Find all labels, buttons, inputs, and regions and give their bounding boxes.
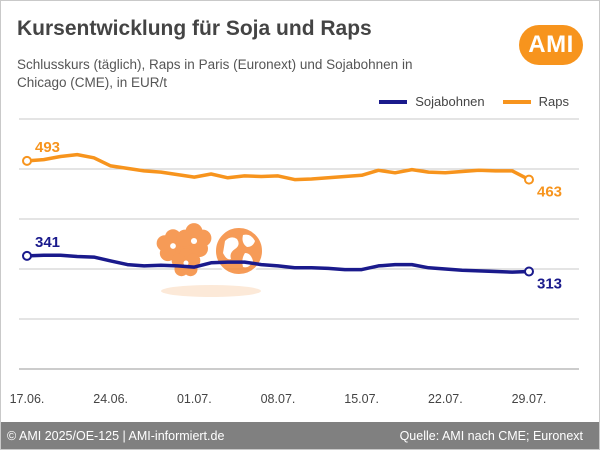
logo-text: AMI	[528, 31, 574, 58]
end-value-label-soja: 313	[537, 276, 562, 293]
flower-icon	[176, 223, 212, 258]
legend-item-soja: Sojabohnen	[379, 94, 485, 109]
line-chart: 17.06. 24.06. 01.07. 08.07. 15.07. 22.07. 29.0…	[10, 118, 579, 406]
x-tick-label: 01.07.	[177, 392, 212, 406]
decor-icons	[156, 223, 264, 277]
series-line-raps	[25, 152, 531, 182]
start-value-label-soja: 341	[35, 234, 60, 251]
x-tick-label: 24.06.	[93, 392, 128, 406]
legend-label-soja: Sojabohnen	[415, 94, 485, 109]
start-value-label-raps: 493	[35, 139, 60, 156]
start-marker-raps	[22, 155, 32, 166]
end-marker-raps	[524, 174, 534, 185]
footer: © AMI 2025/OE-125 | AMI-informiert.de Qu…	[1, 422, 599, 449]
footer-copyright: © AMI 2025/OE-125 | AMI-informiert.de	[7, 428, 225, 443]
end-value-label-raps: 463	[537, 184, 562, 201]
legend-label-raps: Raps	[538, 94, 569, 109]
x-tick-label: 17.06.	[10, 392, 45, 406]
x-tick-label: 22.07.	[428, 392, 463, 406]
legend-item-raps: Raps	[502, 94, 569, 109]
x-tick-label: 29.07.	[512, 392, 547, 406]
legend-swatch-raps	[502, 99, 531, 104]
series-line-soja	[25, 253, 531, 274]
legend-swatch-soja	[379, 99, 408, 104]
ami-logo: AMI	[519, 25, 583, 65]
footer-source: Quelle: AMI nach CME; Euronext	[399, 428, 583, 443]
x-tick-label: 08.07.	[261, 392, 296, 406]
x-tick-label: 15.07.	[344, 392, 379, 406]
legend: Sojabohnen Raps	[361, 94, 569, 109]
chart-title: Kursentwicklung für Soja und Raps	[17, 17, 372, 40]
icon-reflection	[161, 285, 261, 297]
start-marker-soja	[22, 250, 32, 261]
end-marker-soja	[524, 266, 534, 277]
chart-subtitle: Schlusskurs (täglich), Raps in Paris (Eu…	[17, 57, 413, 90]
globe-icon	[214, 226, 264, 276]
